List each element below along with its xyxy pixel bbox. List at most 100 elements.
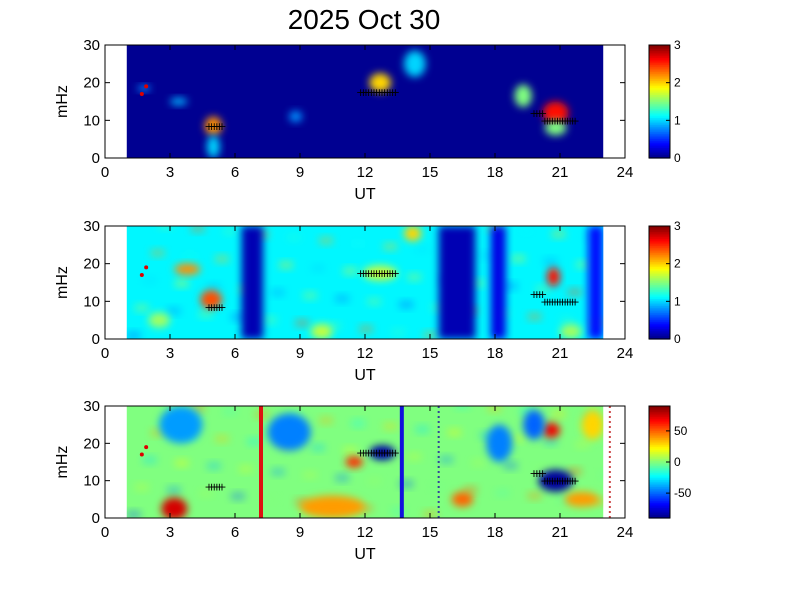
texture-patch xyxy=(471,458,486,467)
event-marker: + xyxy=(532,288,541,301)
event-marker: + xyxy=(563,295,572,308)
event-marker: + xyxy=(568,475,577,488)
event-marker: + xyxy=(367,267,376,280)
colorbar-step xyxy=(649,335,670,338)
colorbar-step xyxy=(649,504,670,507)
colorbar-step xyxy=(649,488,670,491)
colorbar-step xyxy=(649,301,670,305)
x-tick-label: 12 xyxy=(357,524,374,541)
colorbar-step xyxy=(649,310,670,314)
texture-patch xyxy=(230,492,245,501)
low-band xyxy=(588,226,604,339)
colorbar-step xyxy=(649,266,670,269)
texture-patch xyxy=(519,227,534,236)
colorbar-step xyxy=(649,129,670,133)
colorbar-step xyxy=(649,303,670,307)
event-marker: + xyxy=(545,475,554,488)
colorbar-step xyxy=(649,136,670,140)
colorbar-step xyxy=(649,509,670,512)
colorbar-tick-label: 1 xyxy=(674,113,681,127)
texture-patch xyxy=(238,464,253,473)
event-marker: + xyxy=(548,475,557,488)
colorbar-step xyxy=(649,231,670,234)
texture-patch xyxy=(367,476,382,485)
colorbar-step xyxy=(649,147,670,150)
event-marker: + xyxy=(367,447,376,460)
texture-patch xyxy=(399,479,414,488)
colorbar-step xyxy=(649,150,670,154)
colorbar-step xyxy=(649,469,670,472)
texture-patch xyxy=(126,331,141,339)
event-marker: + xyxy=(215,301,224,314)
colorbar-step xyxy=(649,337,670,340)
colorbar-step xyxy=(649,115,670,118)
texture-patch xyxy=(343,446,358,455)
heatmap-blob xyxy=(300,495,365,518)
texture-patch xyxy=(311,264,326,273)
colorbar-step xyxy=(649,66,670,69)
colorbar-step xyxy=(649,497,670,500)
event-marker: + xyxy=(532,107,541,120)
x-tick-label: 6 xyxy=(231,524,239,541)
colorbar-step xyxy=(649,287,670,291)
texture-patch xyxy=(303,470,318,479)
texture-patch xyxy=(359,504,374,513)
x-axis-label: UT xyxy=(354,367,376,384)
colorbar-step xyxy=(649,430,670,433)
colorbar-step xyxy=(649,280,670,284)
event-marker: + xyxy=(380,86,389,99)
texture-patch xyxy=(214,255,229,264)
event-marker: + xyxy=(548,295,557,308)
colorbar-step xyxy=(649,138,670,141)
x-tick-label: 12 xyxy=(357,345,374,362)
event-marker: + xyxy=(558,295,567,308)
colorbar-step xyxy=(649,105,670,108)
texture-patch xyxy=(567,288,582,297)
colorbar-tick-label: 0 xyxy=(674,332,681,346)
colorbar-tick-label: 50 xyxy=(674,424,688,438)
event-marker: + xyxy=(535,467,544,480)
event-marker: + xyxy=(571,475,580,488)
colorbar-step xyxy=(649,78,670,81)
colorbar-step xyxy=(649,62,670,66)
texture-patch xyxy=(214,434,229,443)
colorbar-step xyxy=(649,45,670,48)
event-marker: + xyxy=(361,267,370,280)
x-tick-label: 18 xyxy=(487,524,504,541)
event-marker: + xyxy=(207,480,216,493)
texture-patch xyxy=(511,254,526,263)
colorbar-tick-label: 3 xyxy=(674,38,681,52)
x-tick-label: 15 xyxy=(422,345,439,362)
x-tick-label: 15 xyxy=(422,524,439,541)
colorbar-step xyxy=(649,243,670,247)
colorbar-step xyxy=(649,263,670,266)
heatmap-blob xyxy=(159,406,203,444)
colorbar-step xyxy=(649,245,670,248)
colorbar-step xyxy=(649,516,670,519)
colorbar-step xyxy=(649,286,670,289)
event-marker: + xyxy=(377,86,386,99)
texture-patch xyxy=(295,498,310,507)
colorbar-step xyxy=(649,316,670,319)
event-marker: + xyxy=(540,295,549,308)
colorbar-step xyxy=(649,321,670,324)
colorbar-step xyxy=(649,284,670,287)
event-marker: + xyxy=(553,295,562,308)
event-marker: + xyxy=(204,301,213,314)
colorbar-step xyxy=(649,270,670,273)
colorbar-step xyxy=(649,234,670,238)
colorbar-step xyxy=(649,314,670,317)
colorbar-step xyxy=(649,465,670,468)
x-tick-label: 24 xyxy=(617,164,634,181)
colorbar-step xyxy=(649,133,670,136)
colorbar-step xyxy=(649,434,670,437)
event-marker: + xyxy=(215,480,224,493)
colorbar-step xyxy=(649,273,670,277)
colorbar-step xyxy=(649,261,670,264)
colorbar-step xyxy=(649,418,670,421)
texture-patch xyxy=(527,491,542,500)
colorbar-step xyxy=(649,312,670,315)
event-marker: + xyxy=(543,475,552,488)
heatmap-blob xyxy=(560,323,582,339)
